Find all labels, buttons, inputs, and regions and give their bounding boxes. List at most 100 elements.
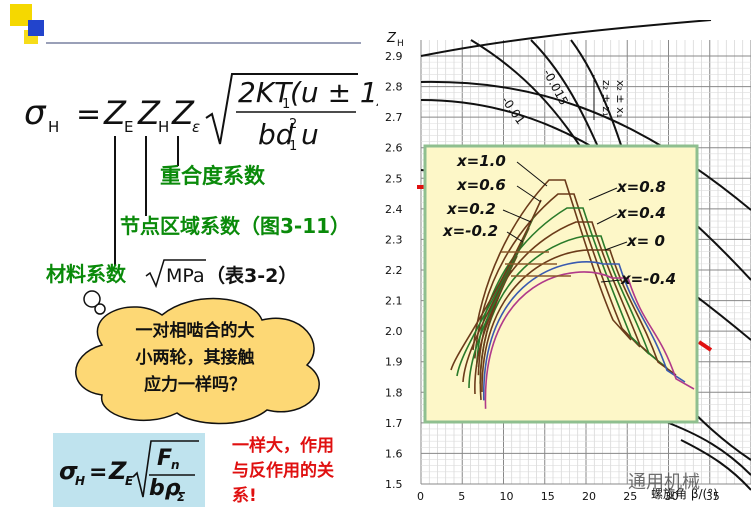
box-num-sub: n [171,458,180,472]
box-z: Z [108,457,127,485]
inset-tooth-profile [472,179,632,351]
y-tick-label: 2.3 [385,233,403,246]
zone-factor-figure: 2.9 2.8 2.7 2.6 2.5 2.4 2.3 2.2 2.1 2.0 1.9 1.8 1.7 1… [381,20,751,516]
x-tick-label: 25 [623,490,637,503]
denominator-superscript: 2 [289,117,297,132]
bubble-line-1: 一对相啮合的大 [135,321,255,341]
formula-box-content: σ H = Z E F n bρ Σ [59,440,199,504]
inset-label-x0: x= 0 [626,232,665,250]
inset-tooth-profile [474,193,641,359]
x-tick-label: 15 [541,490,555,503]
y-tick-label: 1.6 [385,447,403,460]
bubble-question: 一对相啮合的大 小两轮，其接触 应力一样吗？ [105,318,285,399]
sigma-symbol: σ [24,93,47,133]
inset-tooth-profile [481,249,677,393]
numerator-rest: (u ± 1) [290,76,378,109]
answer-line-2: 与反作用的关 [232,461,334,481]
y-tick-label: 2.0 [385,325,403,338]
red-marker-right [697,340,713,352]
y-tick-label: 2.7 [385,111,403,124]
label-overlap-factor: 重合度系数 [160,164,265,188]
y-tick-label: 2.2 [385,264,403,277]
watermark: 通用机械 [628,472,700,493]
main-curve-3 [420,99,751,281]
x-tick-label: 20 [582,490,596,503]
inset-label-x06: x=0.6 [456,176,506,194]
thought-bubble [75,290,320,425]
ze-symbol: Z [103,94,127,132]
main-curve-9 [660,419,751,476]
answer-line-1: 一样大，作用 [232,436,334,456]
sigma-subscript: H [48,118,59,136]
title-divider [46,42,361,44]
y-axis-label: Z [386,31,397,46]
box-z-sub: E [125,474,134,488]
equals-sign: = [76,97,101,132]
inset-tooth-profile [482,261,686,401]
main-curve-10 [680,439,751,491]
pointer-line-zh [145,136,147,216]
material-unit: MPa （表3-2） [145,259,297,289]
table-ref: （表3-2） [206,264,297,287]
inset-tooth-profile [479,235,668,384]
box-num: F [157,446,172,471]
y-tick-label: 2.6 [385,142,403,155]
x-tick-label: 35 [706,490,720,503]
x-tick-label: 30 [665,490,679,503]
inset-label-xm02: x=-0.2 [442,222,498,240]
inset-label-x08: x=0.8 [616,178,666,196]
inset-base-lines [501,251,571,277]
inset-label-x02: x=0.2 [446,200,496,218]
y-tick-label: 1.9 [385,356,403,369]
numerator-text: 2KT [238,76,293,109]
formula-box [53,433,205,507]
box-den-sub: Σ [177,490,186,504]
pointer-line-zeps [177,136,179,166]
inset-label-x04: x=0.4 [616,204,666,222]
inset-left-flank [450,199,542,371]
inset-tooth-profile [484,271,695,409]
inset-label-xm04: x=-0.4 [620,270,676,288]
main-formula: σ H = Z E Z H Z ε 2KT 1 (u ± 1) bd 2 1 u [24,73,378,170]
y-tick-label: 2.1 [385,295,403,308]
decor-square-yellow [10,4,32,26]
y-tick-label: 2.4 [385,203,403,216]
y-tick-label: 2.9 [385,50,403,63]
y-tick-label: 1.8 [385,386,403,399]
y-axis-label-sub: H [397,39,404,49]
answer-text: 一样大，作用 与反作用的关 系! [232,434,334,509]
x-axis-label: 螺旋角 β/(°) [651,487,718,501]
zh-subscript: H [158,118,169,136]
y-tick-label: 1.7 [385,417,403,430]
main-curve-2 [420,80,751,211]
radical-sign [205,73,358,145]
unit-text: MPa [166,265,205,287]
x-tick-label: 0 [417,490,424,503]
bubble-line-2: 小两轮，其接触 [135,348,255,368]
denominator-subscript: 1 [289,139,297,154]
box-eq: = [89,460,107,485]
rotated-label-2: z₂ ± z₁ [600,80,613,117]
decor-square-blue [28,20,44,36]
x-tick-label: 10 [500,490,514,503]
inset-label-x10: x=1.0 [456,152,506,170]
y-tick-label: 2.5 [385,172,403,185]
numerator-subscript: 1 [282,97,290,112]
bubble-line-3: 应力一样吗？ [144,375,246,395]
answer-line-3: 系! [232,486,257,506]
ze-subscript: E [124,118,133,136]
main-curve-1 [420,20,712,57]
zh-symbol: Z [137,94,161,132]
rotated-label-1: x₂ ± x₁ [614,80,627,118]
zeps-subscript: ε [192,118,200,136]
pointer-line-ze [114,136,116,266]
box-sigma: σ [59,457,78,485]
y-tick-label: 2.8 [385,81,403,94]
box-sigma-sub: H [75,474,85,488]
denominator-u: u [301,118,319,151]
box-den: bρ [149,476,181,501]
y-tick-label: 1.5 [385,478,403,491]
denominator-bd: bd [258,118,294,151]
zeps-symbol: Z [171,94,195,132]
label-material-factor: 材料系数 [46,262,126,286]
